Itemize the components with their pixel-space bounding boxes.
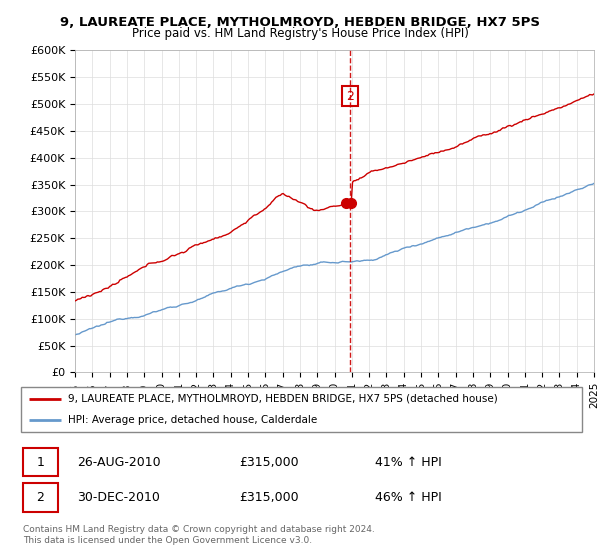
Text: 41% ↑ HPI: 41% ↑ HPI xyxy=(375,455,442,469)
FancyBboxPatch shape xyxy=(23,447,58,477)
Text: 30-DEC-2010: 30-DEC-2010 xyxy=(77,491,160,504)
Text: 26-AUG-2010: 26-AUG-2010 xyxy=(77,455,161,469)
Text: 46% ↑ HPI: 46% ↑ HPI xyxy=(375,491,442,504)
Text: 9, LAUREATE PLACE, MYTHOLMROYD, HEBDEN BRIDGE, HX7 5PS (detached house): 9, LAUREATE PLACE, MYTHOLMROYD, HEBDEN B… xyxy=(68,394,497,404)
Text: HPI: Average price, detached house, Calderdale: HPI: Average price, detached house, Cald… xyxy=(68,415,317,425)
Text: 9, LAUREATE PLACE, MYTHOLMROYD, HEBDEN BRIDGE, HX7 5PS: 9, LAUREATE PLACE, MYTHOLMROYD, HEBDEN B… xyxy=(60,16,540,29)
Text: Contains HM Land Registry data © Crown copyright and database right 2024.
This d: Contains HM Land Registry data © Crown c… xyxy=(23,525,374,545)
Text: 2: 2 xyxy=(346,90,354,102)
Text: £315,000: £315,000 xyxy=(239,491,299,504)
Text: Price paid vs. HM Land Registry's House Price Index (HPI): Price paid vs. HM Land Registry's House … xyxy=(131,27,469,40)
Text: 1: 1 xyxy=(36,455,44,469)
FancyBboxPatch shape xyxy=(23,483,58,512)
FancyBboxPatch shape xyxy=(21,387,582,432)
Text: 2: 2 xyxy=(36,491,44,504)
Text: £315,000: £315,000 xyxy=(239,455,299,469)
